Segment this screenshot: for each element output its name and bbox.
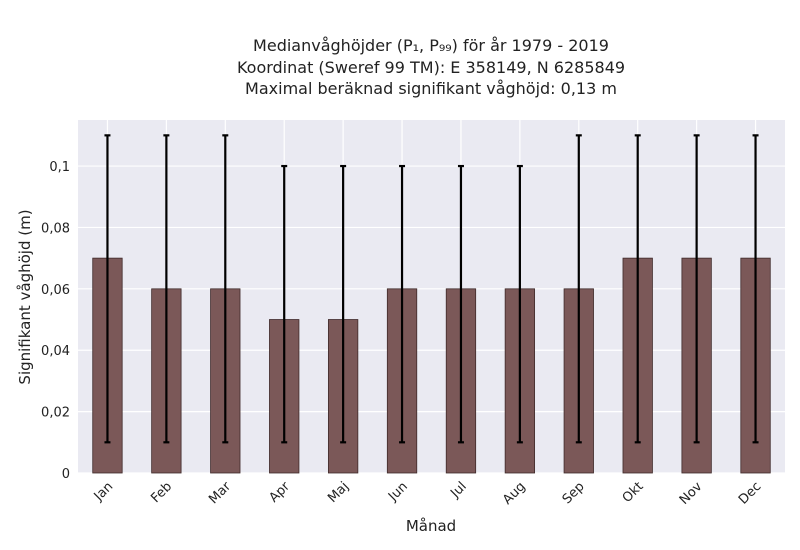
error-bar-maj bbox=[340, 164, 347, 444]
error-bar-aug bbox=[516, 164, 523, 444]
error-bar-feb bbox=[163, 134, 170, 444]
x-tick-label: Nov bbox=[677, 479, 706, 508]
x-tick-labels: Jan Feb Mar Apr Maj Jun Jul Aug Sep Okt Nov Dec bbox=[91, 479, 765, 508]
error-bar-jan bbox=[104, 134, 111, 444]
error-bar-jun bbox=[399, 164, 406, 444]
y-axis-label: Signifikant våghöjd (m) bbox=[16, 209, 34, 384]
y-tick-label: 0,02 bbox=[41, 406, 70, 421]
y-tick-label: 0,06 bbox=[41, 283, 70, 298]
chart-title-line: Maximal beräknad signifikant våghöjd: 0,… bbox=[245, 79, 617, 98]
error-bars bbox=[104, 134, 759, 444]
error-bar-apr bbox=[281, 164, 288, 444]
y-tick-label: 0,1 bbox=[49, 160, 70, 175]
x-tick-label: Aug bbox=[500, 479, 529, 508]
chart-title-line: Medianvåghöjder (P₁, P₉₉) för år 1979 - … bbox=[253, 36, 609, 55]
error-bar-jul bbox=[457, 164, 464, 444]
x-tick-label: Jul bbox=[447, 479, 469, 501]
chart-title-line: Koordinat (Sweref 99 TM): E 358149, N 62… bbox=[237, 58, 625, 77]
y-tick-label: 0,08 bbox=[41, 221, 70, 236]
x-tick-label: Sep bbox=[560, 479, 588, 507]
x-tick-label: Okt bbox=[620, 479, 647, 506]
y-tick-label: 0,04 bbox=[41, 344, 70, 359]
chart-title: Medianvåghöjder (P₁, P₉₉) för år 1979 - … bbox=[237, 36, 625, 98]
x-tick-label: Dec bbox=[736, 479, 764, 507]
error-bar-dec bbox=[752, 134, 759, 444]
x-tick-label: Mar bbox=[206, 479, 234, 507]
x-tick-label: Jan bbox=[91, 479, 116, 504]
x-tick-label: Maj bbox=[325, 479, 352, 506]
error-bar-nov bbox=[693, 134, 700, 444]
error-bar-mar bbox=[222, 134, 229, 444]
y-tick-label: 0 bbox=[62, 467, 70, 482]
y-tick-labels: 0 0,02 0,04 0,06 0,08 0,1 bbox=[41, 160, 70, 482]
plot-area bbox=[78, 120, 785, 473]
x-tick-label: Feb bbox=[148, 479, 175, 506]
x-tick-label: Jun bbox=[385, 479, 411, 505]
error-bar-okt bbox=[634, 134, 641, 444]
x-axis-label: Månad bbox=[406, 517, 456, 535]
x-tick-label: Apr bbox=[267, 479, 294, 506]
error-bar-sep bbox=[575, 134, 582, 444]
